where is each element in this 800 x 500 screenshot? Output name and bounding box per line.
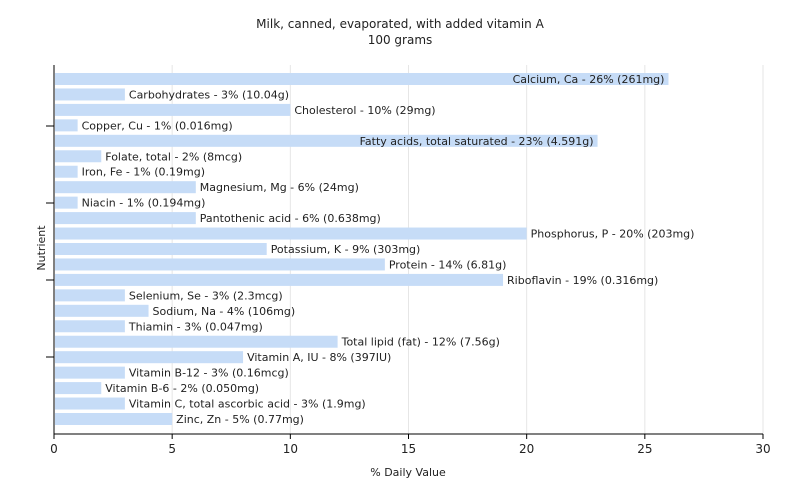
bar-label: Potassium, K - 9% (303mg) [271,243,421,256]
bar-label: Fatty acids, total saturated - 23% (4.59… [360,135,594,148]
bar [55,382,102,395]
bar [55,119,78,132]
bar [55,181,196,194]
bar [55,227,527,240]
y-axis-title: Nutrient [35,225,48,271]
bar [55,243,267,255]
bar [55,196,78,209]
bars: Calcium, Ca - 26% (261mg) Carbohydrates -… [55,73,694,426]
bar-label: Sodium, Na - 4% (106mg) [153,305,296,318]
bar-label: Niacin - 1% (0.194mg) [82,197,206,210]
bar [55,212,196,225]
bar [55,304,149,317]
bar [55,289,125,302]
bar [55,273,504,286]
chart-title-block: Milk, canned, evaporated, with added vit… [0,16,800,48]
bar [55,351,244,364]
bar [55,397,125,410]
bar [55,150,102,163]
bar [55,103,291,116]
bar-label: Total lipid (fat) - 12% (7.56g) [341,336,500,349]
x-tick-label: 10 [283,442,298,456]
bar-label: Vitamin B-12 - 3% (0.16mcg) [129,367,289,380]
bar-label: Copper, Cu - 1% (0.016mg) [82,119,233,132]
bar-label: Riboflavin - 19% (0.316mg) [507,274,658,287]
x-tick-label: 30 [755,442,770,456]
bar-label: Protein - 14% (6.81g) [389,258,507,271]
bar [55,165,78,178]
chart-subtitle: 100 grams [367,33,433,47]
bar-label: Thiamin - 3% (0.047mg) [128,320,263,333]
x-tick-label: 15 [401,442,416,456]
bar [55,88,125,101]
bar-label: Cholesterol - 10% (29mg) [294,104,435,117]
bar [55,134,598,147]
chart-title: Milk, canned, evaporated, with added vit… [256,17,544,31]
x-tick-label: 20 [519,442,534,456]
x-tick-label: 25 [637,442,652,456]
bar-label: Calcium, Ca - 26% (261mg) [513,73,665,86]
bar [55,258,385,271]
bar-label: Vitamin A, IU - 8% (397IU) [247,351,391,364]
x-axis-title: % Daily Value [370,466,446,479]
bar-label: Selenium, Se - 3% (2.3mcg) [129,289,283,302]
bar-label: Folate, total - 2% (8mcg) [105,150,242,163]
x-tick-label: 0 [50,442,58,456]
bar [55,73,669,85]
bar [55,413,173,425]
bar-label: Phosphorus, P - 20% (203mg) [531,228,695,241]
bar-label: Carbohydrates - 3% (10.04g) [129,88,289,101]
x-tick-label: 5 [168,442,176,456]
bar [55,335,338,348]
axes: 0 5 10 15 20 25 30 [46,65,771,456]
bar-label: Zinc, Zn - 5% (0.77mg) [176,413,304,426]
bar-label: Vitamin B-6 - 2% (0.050mg) [105,382,259,395]
bar-label: Iron, Fe - 1% (0.19mg) [82,166,205,179]
bar-label: Vitamin C, total ascorbic acid - 3% (1.9… [129,398,366,411]
bar-label: Magnesium, Mg - 6% (24mg) [200,181,359,194]
bar [55,320,125,333]
bar-label: Pantothenic acid - 6% (0.638mg) [200,212,381,225]
bar [55,366,125,379]
